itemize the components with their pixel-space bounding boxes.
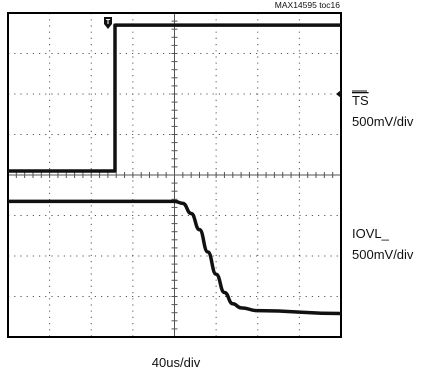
x-axis-label: 40us/div bbox=[152, 355, 201, 370]
trace-iovl bbox=[8, 199, 342, 316]
figure-id: MAX14595 toc16 bbox=[275, 0, 340, 10]
series-ts-name: TS bbox=[352, 93, 369, 108]
plot-frame bbox=[7, 12, 342, 338]
series-iovl-name: IOVL_ bbox=[352, 226, 390, 241]
trace-ts bbox=[8, 23, 341, 173]
graticule bbox=[7, 12, 342, 338]
trigger-marker: T bbox=[104, 17, 112, 29]
series-ts-scale: 500mV/div bbox=[352, 114, 414, 129]
channel-level-arrow bbox=[336, 90, 341, 98]
series-iovl-scale: 500mV/div bbox=[352, 247, 414, 262]
svg-text:T: T bbox=[106, 19, 111, 26]
